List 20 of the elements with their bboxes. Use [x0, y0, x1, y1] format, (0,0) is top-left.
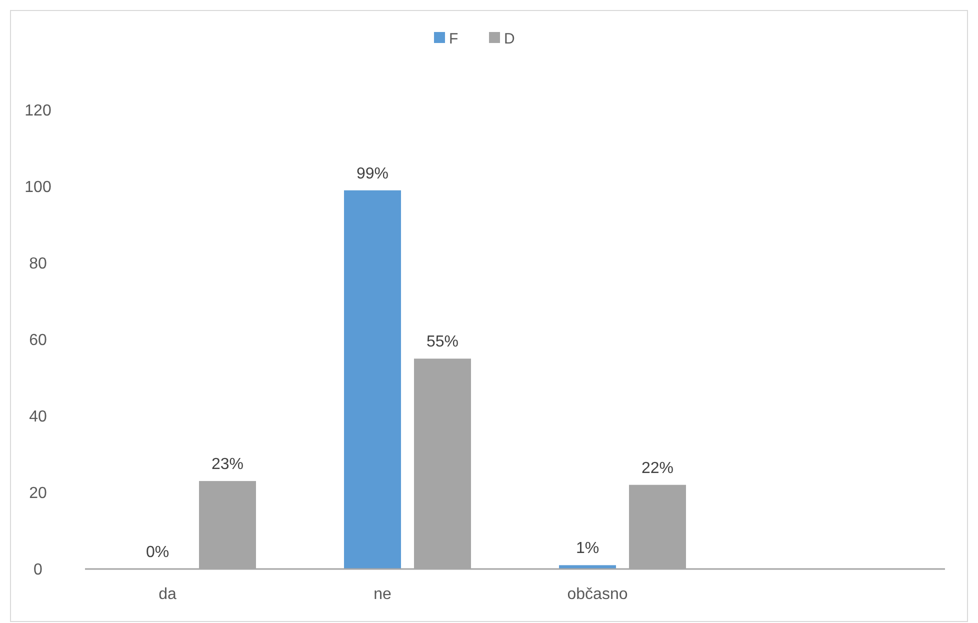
bar: [559, 565, 616, 569]
data-label: 23%: [211, 456, 244, 474]
legend-label: F: [449, 30, 458, 48]
data-label: 22%: [641, 460, 674, 477]
data-label: 1%: [576, 540, 600, 558]
data-label: 55%: [426, 334, 459, 351]
x-tick-label: občasno: [567, 586, 628, 603]
x-tick-label: ne: [374, 586, 392, 603]
data-label: 99%: [356, 165, 389, 182]
y-tick-label: 60: [29, 332, 47, 350]
y-tick-label: 40: [29, 408, 47, 426]
y-tick-label: 120: [24, 102, 52, 120]
y-tick-label: 100: [24, 179, 52, 196]
legend-label: D: [504, 30, 515, 48]
x-tick-label: da: [158, 586, 176, 603]
bar: [344, 190, 401, 569]
y-tick-label: 20: [29, 485, 47, 502]
data-label: 0%: [146, 544, 170, 561]
y-tick-label: 0: [34, 562, 43, 579]
y-tick-label: 80: [29, 256, 47, 273]
